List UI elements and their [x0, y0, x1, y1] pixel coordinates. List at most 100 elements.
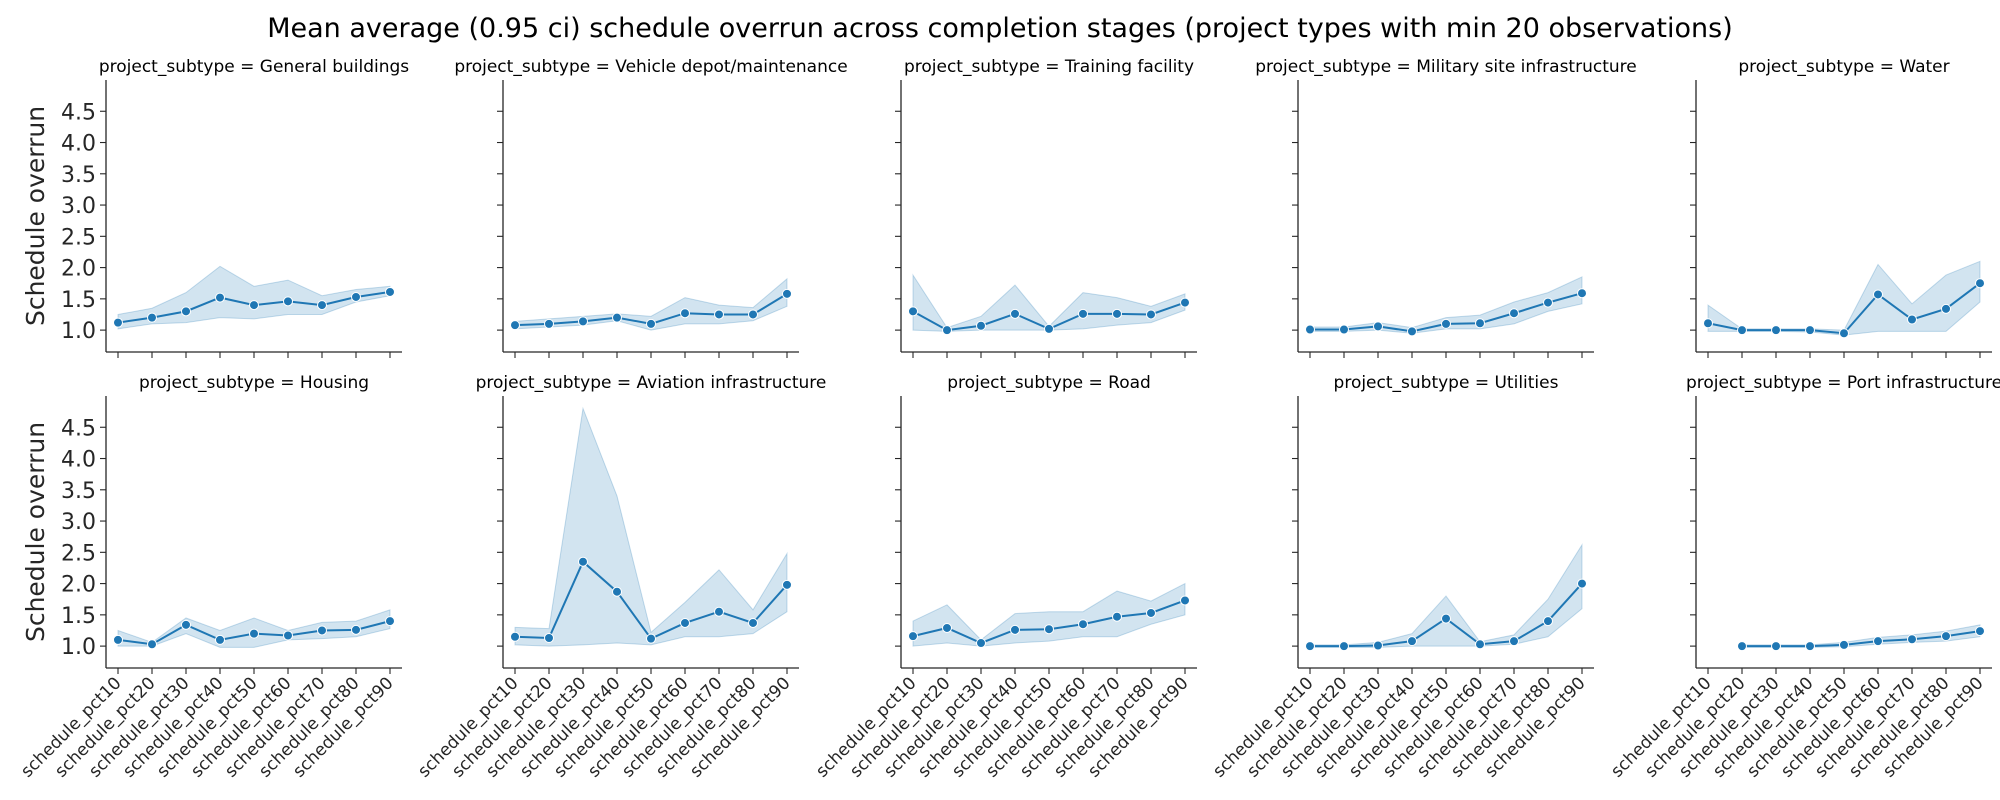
data-point	[1873, 636, 1883, 647]
panel-title: project_subtype = Training facility	[904, 57, 1194, 77]
data-point	[976, 320, 986, 331]
y-tick-label: 1.5	[61, 288, 96, 313]
data-point	[1475, 318, 1485, 329]
data-point	[1010, 308, 1020, 319]
data-point	[1577, 578, 1587, 589]
data-point	[782, 288, 792, 299]
data-point	[1044, 323, 1054, 334]
y-tick-label: 4.5	[61, 416, 96, 441]
facet-panel: project_subtype = Port infrastructuresch…	[1607, 373, 2000, 782]
panel-title: project_subtype = General buildings	[99, 57, 409, 77]
data-point	[385, 616, 395, 627]
facet-panel: project_subtype = General buildings 1.0 1.…	[21, 57, 409, 358]
y-tick-label: 3.5	[61, 479, 96, 504]
data-point	[942, 622, 952, 633]
data-point	[283, 630, 293, 641]
y-tick-label: 2.5	[61, 541, 96, 566]
y-tick-label: 1.5	[61, 604, 96, 629]
y-tick-label: 2.0	[61, 257, 96, 282]
data-point	[782, 579, 792, 590]
data-point	[1577, 288, 1587, 299]
panel-title: project_subtype = Vehicle depot/maintena…	[454, 57, 847, 77]
data-point	[612, 586, 622, 597]
data-point	[976, 637, 986, 648]
data-point	[1975, 626, 1985, 637]
data-point	[510, 631, 520, 642]
y-tick-label: 4.0	[61, 448, 96, 473]
y-axis-label: Schedule overrun	[21, 422, 50, 642]
chart-title: Mean average (0.95 ci) schedule overrun …	[267, 13, 1733, 44]
data-point	[1975, 278, 1985, 289]
y-tick-label: 1.0	[61, 635, 96, 660]
data-point	[748, 309, 758, 320]
data-point	[1180, 595, 1190, 606]
data-point	[1441, 318, 1451, 329]
data-point	[1907, 634, 1917, 645]
y-tick-label: 2.0	[61, 573, 96, 598]
data-point	[1839, 328, 1849, 339]
series-line	[1742, 630, 1981, 648]
data-point	[1543, 297, 1553, 308]
panel-title: project_subtype = Water	[1738, 57, 1949, 77]
data-point	[544, 632, 554, 643]
data-point	[578, 316, 588, 327]
facet-panel: project_subtype = Housing 1.0 1.5 2.0 2.5 3.0…	[17, 373, 402, 782]
data-point	[351, 291, 361, 302]
data-point	[1180, 297, 1190, 308]
data-point	[714, 606, 724, 617]
data-point	[1509, 636, 1519, 647]
data-point	[680, 308, 690, 319]
y-tick-label: 4.0	[61, 132, 96, 157]
data-point	[113, 634, 123, 645]
data-point	[215, 292, 225, 303]
facet-panel: project_subtype = Water	[1690, 57, 1992, 358]
data-point	[1771, 325, 1781, 336]
y-tick-label: 3.0	[61, 510, 96, 535]
data-point	[1703, 318, 1713, 329]
ci-band	[1741, 624, 1981, 648]
data-point	[1839, 639, 1849, 650]
facet-grid: project_subtype = General buildings 1.0 1.…	[17, 57, 2000, 782]
data-point	[1805, 325, 1815, 336]
data-point	[646, 318, 656, 329]
data-point	[908, 306, 918, 317]
panel-title: project_subtype = Utilities	[1334, 373, 1559, 393]
facet-panel: project_subtype = Vehicle depot/maintena…	[454, 57, 848, 358]
data-point	[1543, 616, 1553, 627]
data-point	[680, 617, 690, 628]
facet-panel: project_subtype = Roadschedule_pct10sche…	[812, 373, 1197, 782]
data-point	[1907, 314, 1917, 325]
data-point	[612, 312, 622, 323]
y-tick-label: 2.5	[61, 225, 96, 250]
data-point	[249, 628, 259, 639]
data-point	[578, 556, 588, 567]
data-point	[1373, 321, 1383, 332]
ci-band	[912, 582, 1186, 647]
data-point	[351, 624, 361, 635]
data-point	[1407, 326, 1417, 337]
data-point	[942, 325, 952, 336]
data-point	[748, 617, 758, 628]
data-point	[1112, 308, 1122, 319]
y-tick-label: 3.5	[61, 163, 96, 188]
data-point	[1305, 641, 1315, 652]
panel-title: project_subtype = Military site infrastr…	[1255, 57, 1636, 77]
data-point	[646, 633, 656, 644]
data-point	[1305, 324, 1315, 335]
facet-panel: project_subtype = Aviation infrastructur…	[414, 373, 826, 782]
data-point	[1441, 613, 1451, 624]
facet-panel: project_subtype = Military site infrastr…	[1255, 57, 1637, 358]
data-point	[1078, 619, 1088, 630]
panel-title: project_subtype = Road	[947, 373, 1151, 393]
data-point	[1146, 309, 1156, 320]
data-point	[510, 320, 520, 331]
data-point	[544, 318, 554, 329]
data-point	[908, 631, 918, 642]
y-tick-label: 4.5	[61, 100, 96, 125]
data-point	[283, 296, 293, 307]
data-point	[1805, 641, 1815, 652]
data-point	[147, 312, 157, 323]
ci-band	[117, 609, 391, 648]
data-point	[1146, 607, 1156, 618]
